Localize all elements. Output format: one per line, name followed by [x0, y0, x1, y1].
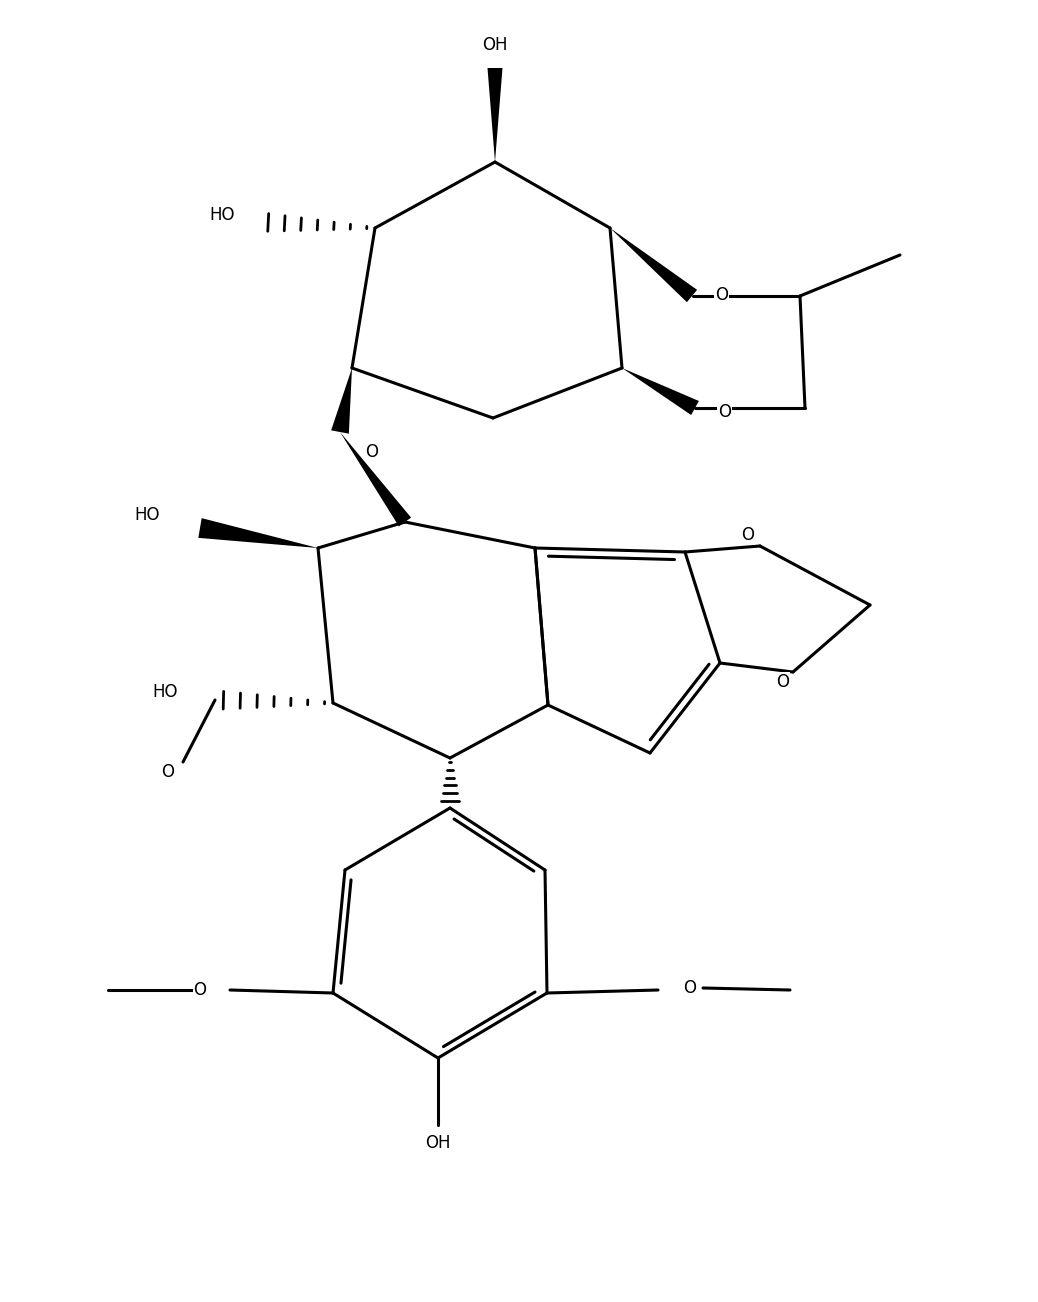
- Text: O: O: [776, 673, 790, 691]
- Text: O: O: [741, 526, 755, 544]
- Text: O: O: [193, 980, 207, 999]
- Polygon shape: [622, 368, 699, 415]
- Text: O: O: [365, 443, 379, 461]
- Text: O: O: [718, 404, 731, 421]
- Polygon shape: [488, 68, 502, 161]
- Text: O: O: [715, 286, 728, 303]
- Text: O: O: [683, 979, 696, 997]
- Text: HO: HO: [153, 684, 177, 700]
- Text: OH: OH: [483, 36, 508, 53]
- Polygon shape: [331, 368, 352, 434]
- Polygon shape: [610, 228, 698, 302]
- Text: HO: HO: [135, 506, 160, 523]
- Text: O: O: [162, 763, 174, 781]
- Text: HO: HO: [210, 206, 235, 224]
- Polygon shape: [340, 432, 411, 526]
- Polygon shape: [198, 518, 318, 548]
- Text: OH: OH: [426, 1134, 450, 1152]
